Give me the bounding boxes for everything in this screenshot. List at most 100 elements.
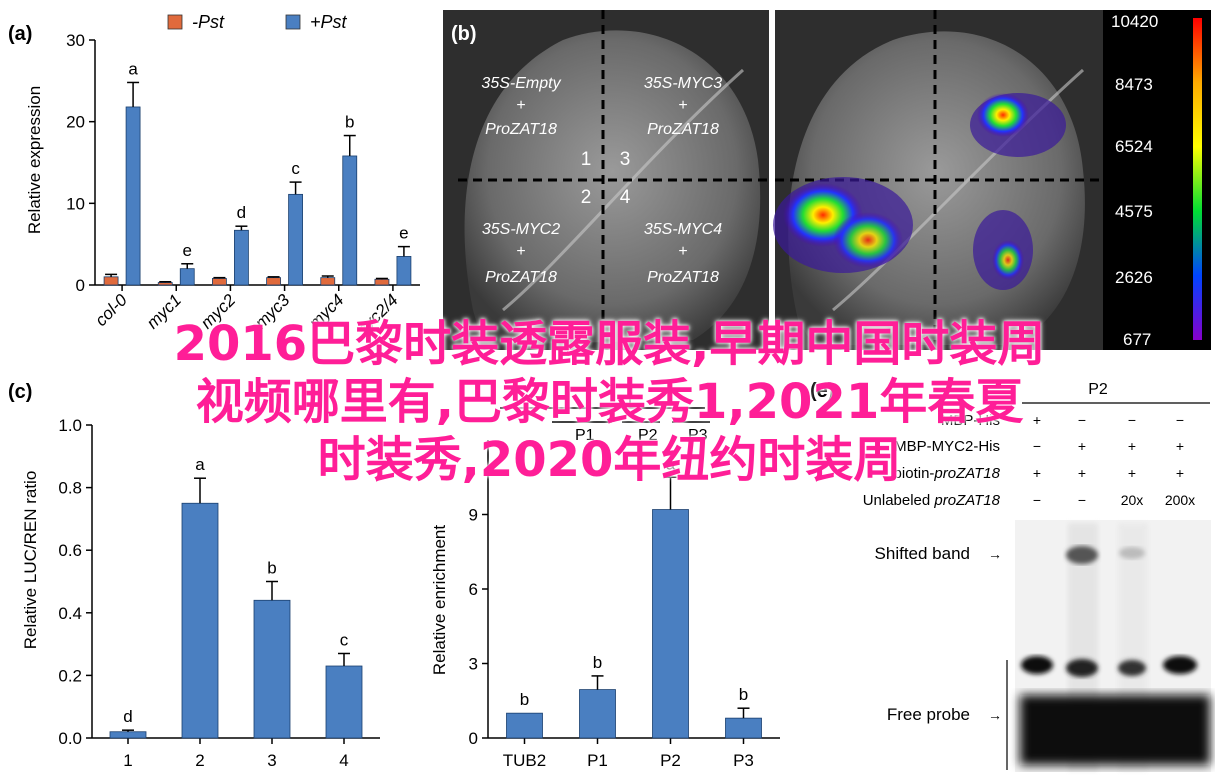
cell-r2-c1: −	[1033, 438, 1041, 454]
colorbar-tick-10420: 10420	[1111, 12, 1158, 31]
colorbar-tick-2626: 2626	[1115, 268, 1153, 287]
x-tick-label: 4	[339, 751, 348, 770]
luminescence-signal-myc3	[970, 93, 1066, 157]
cell-r3-c4: +	[1176, 465, 1184, 481]
overlay-caption-line2: 视频哪里有,巴黎时装秀1,2021年春夏	[195, 374, 1024, 430]
panel-label-c: (c)	[8, 381, 32, 403]
colorbar-tick-8473: 8473	[1115, 75, 1153, 94]
colorbar-tick-6524: 6524	[1115, 137, 1153, 156]
promoter-label-p3: P3	[688, 427, 708, 444]
cell-r2-c4: +	[1176, 438, 1184, 454]
significance-letter: a	[666, 454, 676, 473]
bar	[253, 599, 291, 739]
bar	[506, 712, 543, 739]
cell-r4-c4: 200x	[1165, 492, 1195, 508]
bar	[288, 193, 303, 286]
bar	[125, 106, 141, 286]
bar	[103, 276, 119, 286]
label-prozat18-1: ProZAT18	[485, 121, 557, 138]
overlay-caption-line3: 时装秀,2020年纽约时装周	[317, 432, 902, 488]
promoter-diagram: P1 P2 P3	[500, 394, 710, 444]
y-axis-label-c: Relative LUC/REN ratio	[21, 471, 40, 650]
y-tick-label: 30	[66, 31, 85, 50]
cell-r4-c3: 20x	[1121, 492, 1144, 508]
x-tick-label: P1	[587, 751, 608, 770]
overlay-caption-line1: 2016巴黎时装透露服装,早期中国时装周	[173, 316, 1046, 372]
cell-r4-c1: −	[1033, 492, 1041, 508]
quadrant-number-4: 4	[620, 187, 631, 208]
y-tick-label: 0.0	[58, 729, 82, 748]
cell-r1-c2: −	[1078, 412, 1086, 428]
bar	[266, 277, 281, 286]
free-probe-label: Free probe	[887, 705, 970, 724]
bar	[181, 502, 219, 739]
y-tick-label: 0.2	[58, 666, 82, 685]
shifted-band-lane2	[1066, 546, 1098, 564]
x-tick-label: P2	[660, 751, 681, 770]
bar	[157, 282, 173, 286]
x-tick-label: 2	[195, 751, 204, 770]
significance-letter: d	[123, 707, 132, 726]
colorbar: 10420 8473 6524 4575 2626 677	[1103, 10, 1211, 350]
significance-letter: e	[399, 224, 408, 243]
significance-letter: b	[345, 113, 354, 132]
x-tick-label: P3	[733, 751, 754, 770]
cell-r1-c4: −	[1176, 412, 1184, 428]
y-axis-label-d: Relative enrichment	[430, 525, 449, 676]
label-plus-3: +	[678, 97, 687, 114]
emsa-panel: (e) P2 MBP-His MBP-MYC2-His biotin-proZA…	[810, 375, 1215, 775]
bar	[396, 256, 412, 286]
bar	[725, 717, 762, 739]
y-tick-label: 0	[76, 276, 85, 295]
legend: -Pst +Pst	[167, 12, 348, 32]
cell-r3-c1: +	[1033, 465, 1041, 481]
y-tick-label: 20	[66, 113, 85, 132]
luminescence-signal-myc4	[973, 210, 1033, 290]
arrow-right-icon: →	[988, 546, 1002, 562]
chart-relative-expression: (a) -Pst +Pst Relative expression 0 10 20 3…	[8, 12, 420, 330]
y-axis-label-a: Relative expression	[25, 86, 44, 234]
free-probe-smear	[1020, 695, 1210, 765]
significance-letter: c	[340, 630, 349, 649]
bar	[374, 278, 390, 286]
cell-r2-c2: +	[1078, 438, 1086, 454]
cell-r2-c3: +	[1128, 438, 1136, 454]
bar	[179, 268, 195, 286]
label-35s-myc3: 35S-MYC3	[644, 75, 722, 92]
row-label-unlabeled-prozat18: Unlabeled proZAT18	[863, 492, 1001, 509]
promoter-label-p1: P1	[575, 427, 595, 444]
legend-swatch-plus-pst	[285, 14, 301, 30]
significance-letter: b	[267, 559, 276, 578]
y-tick-label: 10	[66, 194, 85, 213]
label-plus-4: +	[678, 243, 687, 260]
colorbar-tick-677: 677	[1123, 330, 1151, 349]
chart-luc-ren-ratio: (c) Relative LUC/REN ratio 0.0 0.2 0.4 0.6 0…	[8, 381, 380, 770]
y-tick-label: 0	[469, 729, 478, 748]
legend-label-plus-pst: +Pst	[310, 12, 348, 32]
bar	[579, 689, 616, 739]
label-35s-myc2: 35S-MYC2	[482, 221, 560, 238]
label-prozat18-2: ProZAT18	[485, 269, 557, 286]
leaf-images: (b) 35S-Empty + ProZAT18 35S-MYC3 + ProZ…	[443, 10, 1103, 350]
cell-r1-c3: −	[1128, 412, 1136, 428]
cell-r4-c2: −	[1078, 492, 1086, 508]
quadrant-number-1: 1	[581, 149, 592, 170]
luciferase-imaging-panel: (b) 35S-Empty + ProZAT18 35S-MYC3 + ProZ…	[443, 10, 1103, 350]
bar	[652, 509, 689, 739]
colorbar-tick-4575: 4575	[1115, 202, 1153, 221]
panel-label-e: (e)	[810, 380, 834, 402]
significance-letter: d	[237, 203, 246, 222]
bar	[109, 731, 147, 739]
arrow-right-icon: →	[988, 707, 1002, 723]
bar	[212, 278, 227, 286]
legend-label-minus-pst: -Pst	[192, 12, 225, 32]
gel-image	[1015, 520, 1211, 772]
panel-label-a: (a)	[8, 23, 32, 45]
y-tick-label: 0.4	[58, 604, 82, 623]
bar	[234, 229, 249, 286]
significance-letter: b	[520, 690, 529, 709]
shifted-band-label: Shifted band	[875, 544, 970, 563]
significance-letter: a	[128, 59, 138, 78]
y-tick-label: 0.8	[58, 479, 82, 498]
